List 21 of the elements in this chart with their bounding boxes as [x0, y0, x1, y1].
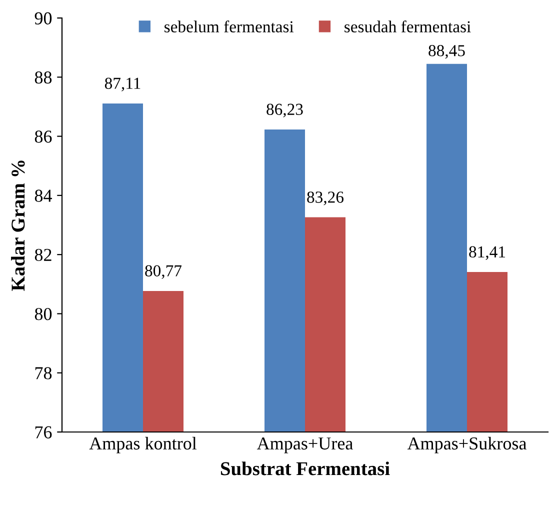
y-tick-label: 82	[34, 248, 52, 262]
y-tick-label: 86	[34, 130, 52, 143]
data-label: 86,23	[266, 104, 303, 118]
x-axis-title: Substrat Fermentasi	[220, 462, 390, 476]
y-axis-title: Kadar Gram %	[11, 160, 25, 291]
x-tick-label: Ampas+Urea	[256, 437, 353, 454]
legend-label: sebelum fermentasi	[164, 20, 294, 32]
data-label: 87,11	[104, 78, 140, 92]
data-label: 80,77	[145, 265, 182, 279]
data-label: 88,45	[428, 45, 465, 59]
y-tick-label: 90	[34, 12, 52, 24]
y-tick-label: 84	[34, 190, 52, 202]
y-tick-label: 80	[34, 308, 52, 320]
data-label: 81,41	[469, 246, 505, 260]
x-tick-label: Ampas+Sukrosa	[407, 436, 527, 454]
legend-label: sesudah fermentasi	[344, 20, 471, 32]
y-tick-label: 88	[34, 71, 52, 84]
y-tick-label: 78	[35, 367, 52, 380]
x-tick-label: Ampas kontrol	[89, 436, 197, 454]
y-tick-label: 76	[35, 426, 52, 438]
data-label: 83,26	[307, 192, 344, 206]
